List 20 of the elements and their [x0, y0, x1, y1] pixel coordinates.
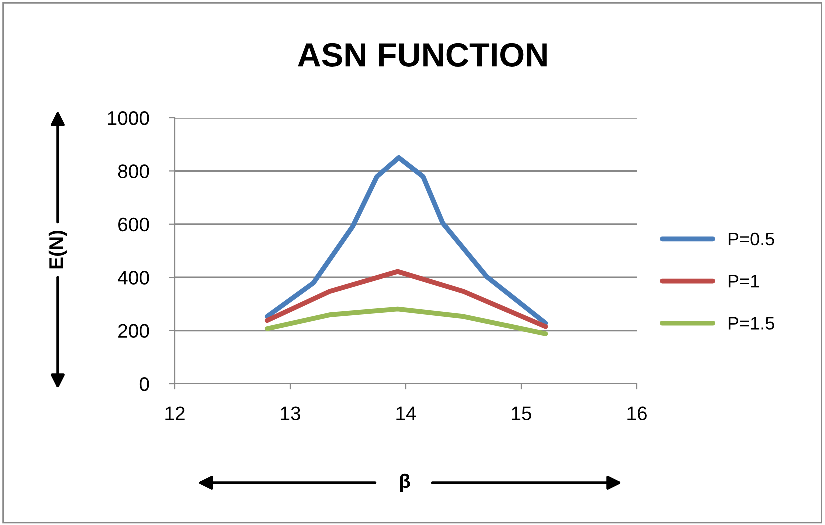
- y-tick-label: 600: [118, 218, 150, 232]
- line-series: [264, 269, 548, 330]
- x-tick-label: 16: [628, 406, 647, 421]
- line-series: [264, 306, 548, 336]
- y-tick-label: 1000: [108, 111, 150, 126]
- y-axis-title: E(N): [48, 230, 68, 269]
- legend-label: P=1.5: [728, 317, 774, 330]
- x-tick-label: 13: [281, 406, 300, 421]
- x-tick-label: 12: [166, 406, 185, 420]
- x-axis-title: β: [400, 474, 410, 492]
- x-tick-label: 14: [396, 406, 416, 420]
- y-tick-label: 0: [140, 377, 150, 392]
- legend-label: P=0.5: [728, 232, 774, 246]
- y-tick-label: 400: [118, 271, 150, 285]
- y-tick-label: 200: [118, 324, 150, 338]
- legend-label: P=1: [728, 275, 760, 288]
- chart-title: ASN FUNCTION: [298, 43, 547, 67]
- line-series: [264, 155, 548, 326]
- y-tick-label: 800: [118, 164, 150, 178]
- x-tick-label: 15: [512, 406, 532, 421]
